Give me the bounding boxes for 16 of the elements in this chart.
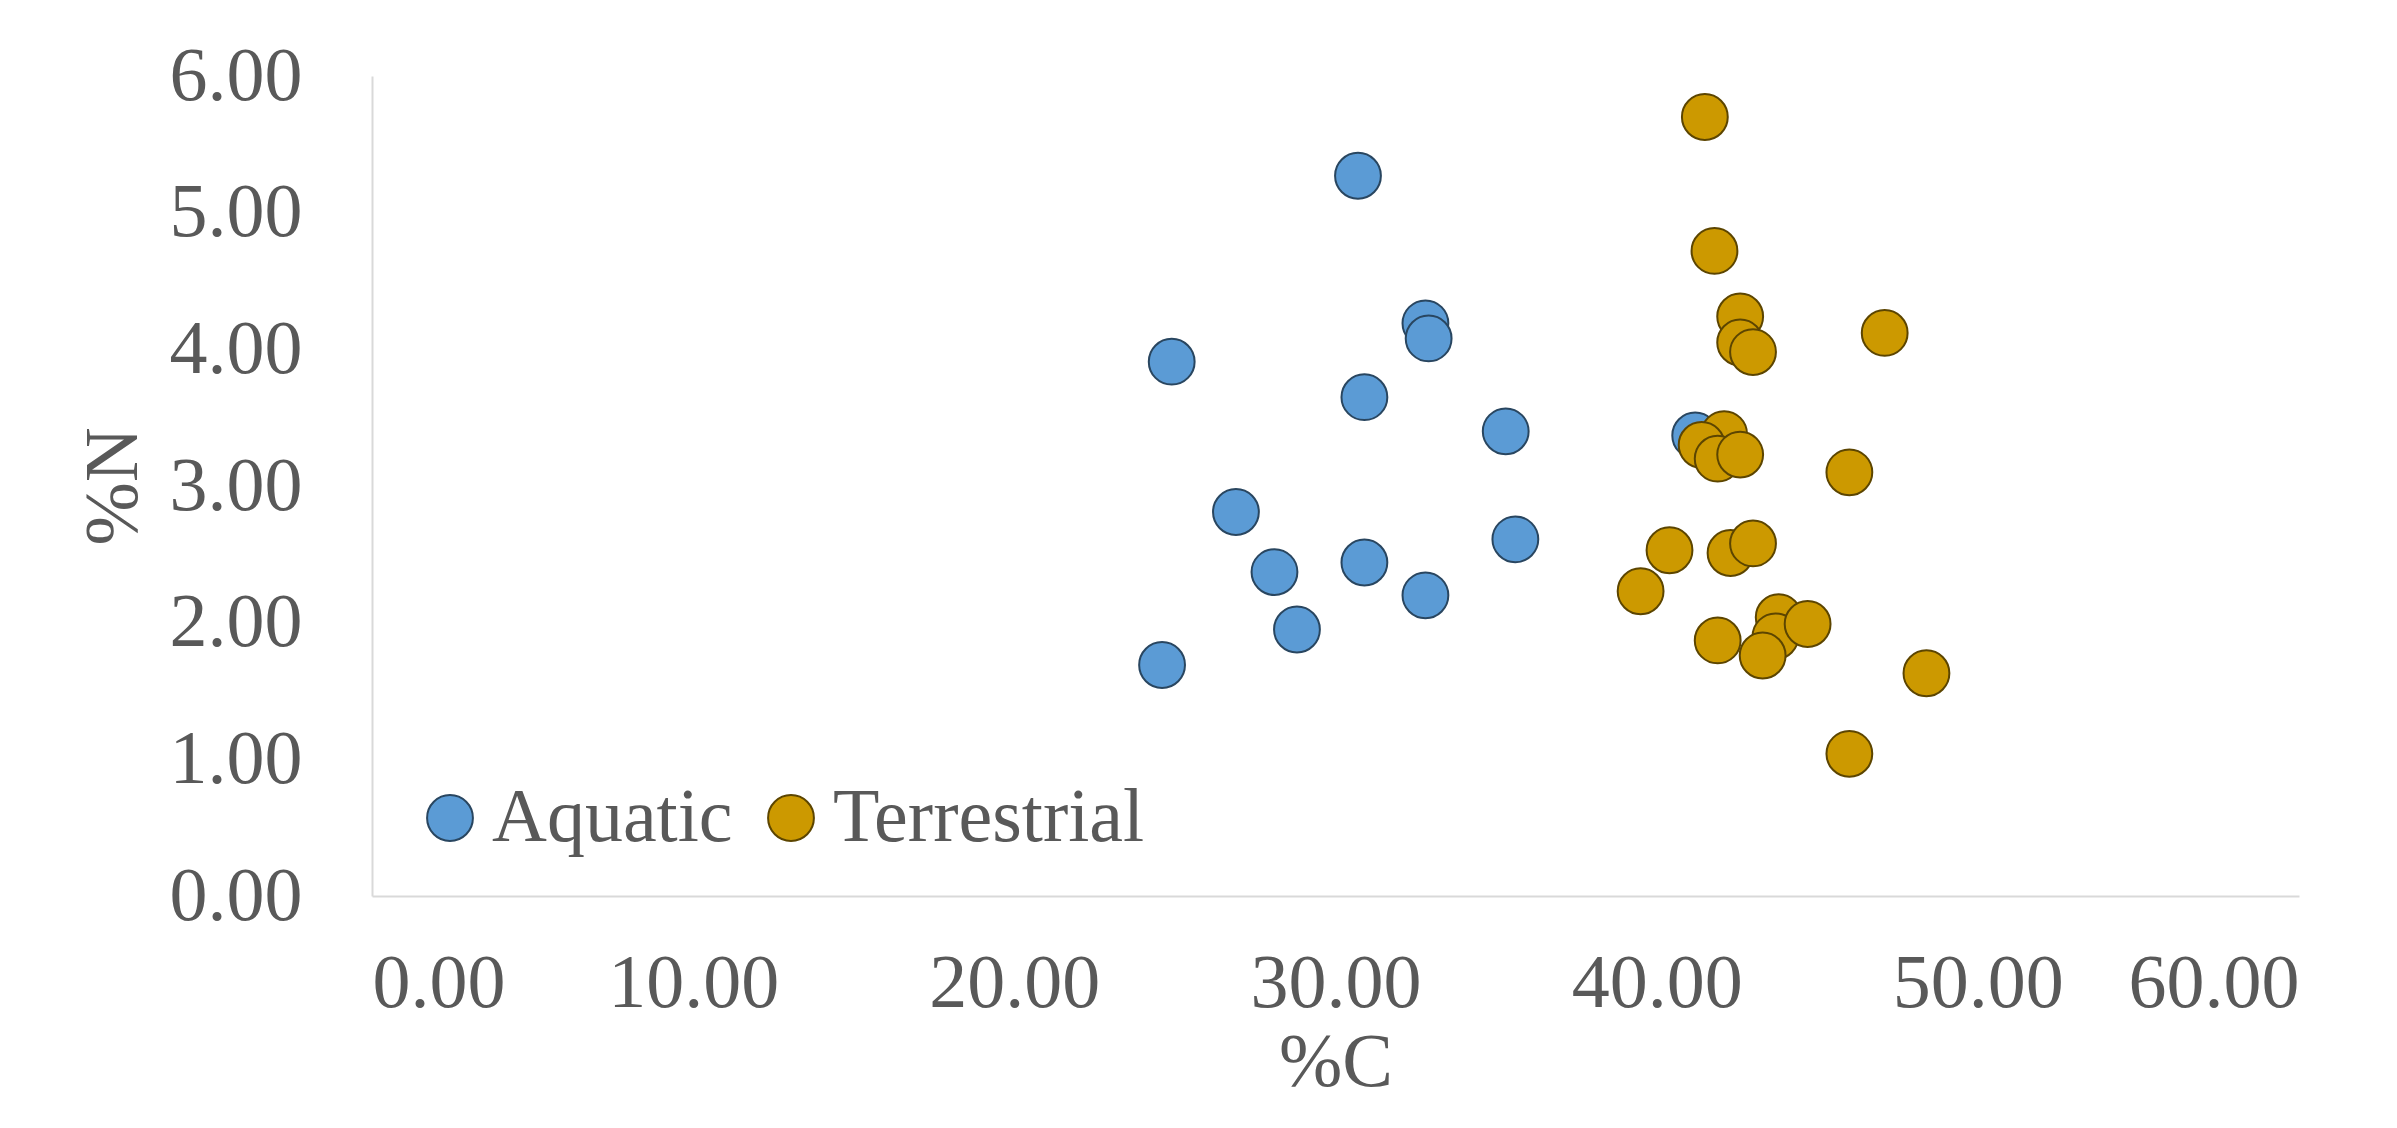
x-tick-label: 10.00 — [608, 938, 780, 1023]
y-tick-label: 1.00 — [169, 714, 303, 799]
legend-label: Aquatic — [492, 773, 733, 857]
x-tick-label: 50.00 — [1892, 938, 2064, 1023]
x-tick-label: 40.00 — [1571, 938, 1743, 1023]
y-tick-label: 2.00 — [169, 578, 303, 663]
legend-label: Terrestrial — [833, 773, 1145, 857]
y-tick-label: 4.00 — [169, 304, 303, 389]
y-tick-label: 6.00 — [169, 31, 303, 116]
y-tick-label: 0.00 — [169, 851, 303, 936]
y-tick-label: 3.00 — [169, 441, 303, 526]
x-tick-label: 60.00 — [2128, 938, 2300, 1023]
x-tick-label: 20.00 — [929, 938, 1101, 1023]
x-tick-label: 0.00 — [372, 938, 506, 1023]
y-axis-title: %N — [68, 427, 153, 546]
y-tick-label: 5.00 — [169, 168, 303, 253]
